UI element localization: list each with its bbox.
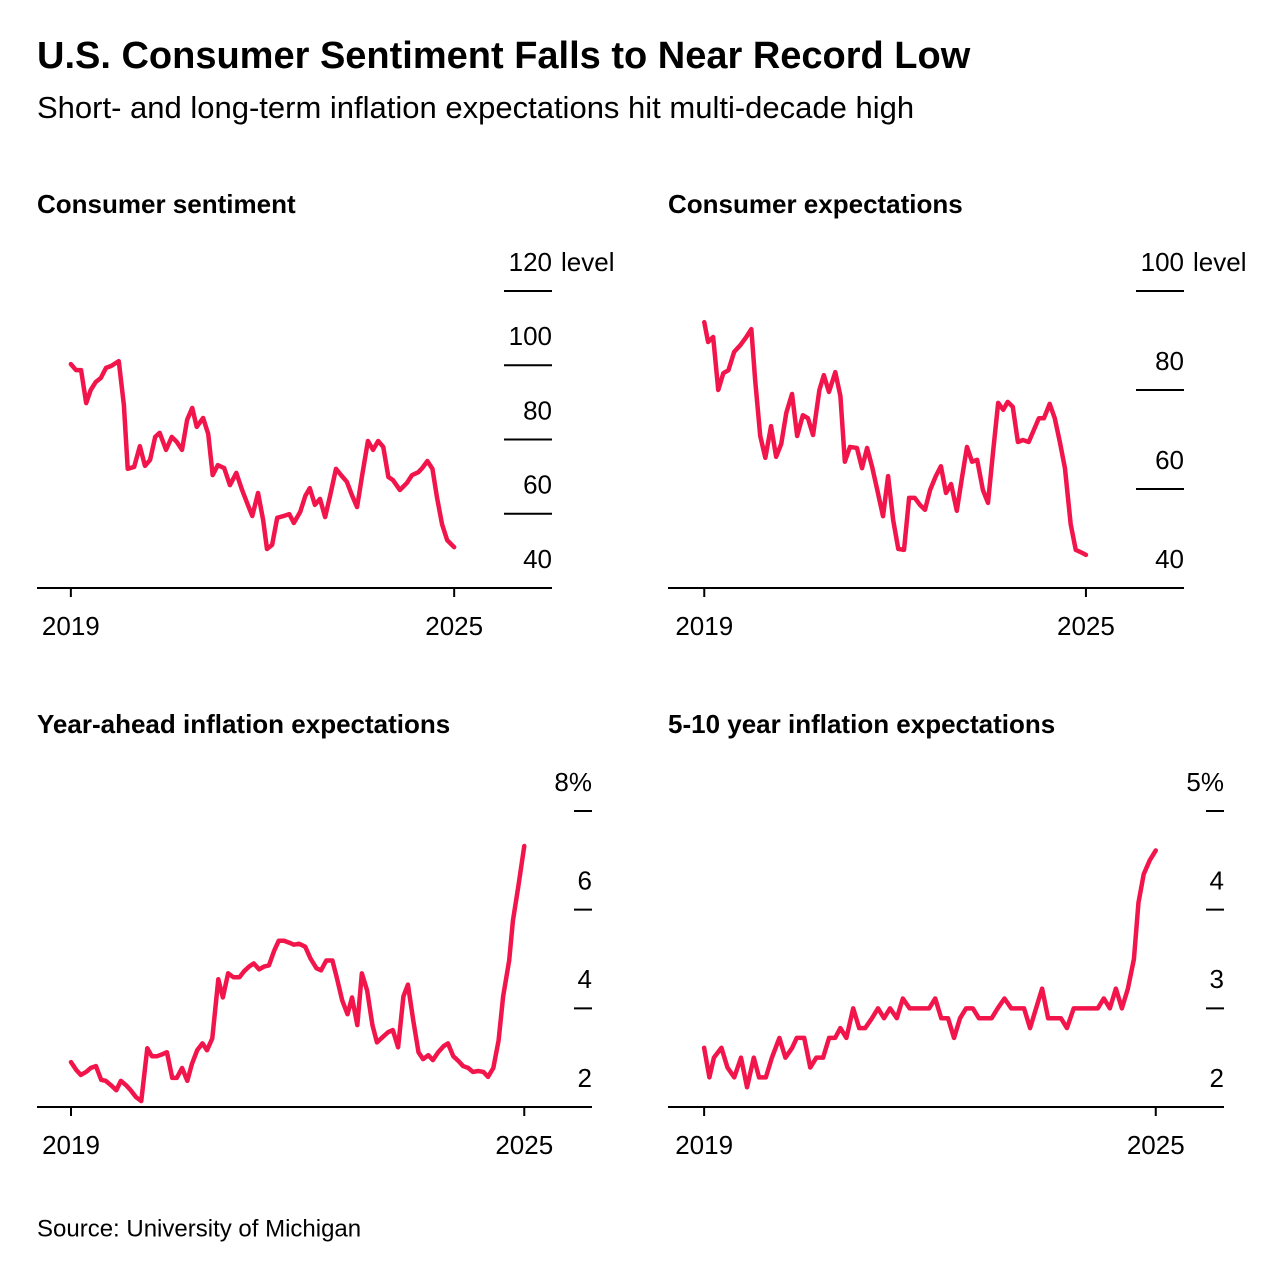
y-tick-label: 2: [578, 1063, 592, 1093]
chart-title: 5-10 year inflation expectations: [668, 709, 1055, 739]
y-tick-label: 4: [578, 964, 592, 994]
page-subtitle: Short- and long-term inflation expectati…: [37, 90, 914, 125]
y-tick-label: 60: [1155, 445, 1184, 475]
x-tick-label: 2019: [675, 611, 733, 641]
y-tick-label: 8%: [554, 767, 592, 797]
y-tick-label: 120: [509, 247, 552, 277]
y-tick-label: 40: [523, 544, 552, 574]
y-tick-label: 2: [1210, 1063, 1224, 1093]
y-tick-label: 100: [1141, 247, 1184, 277]
x-tick-label: 2019: [42, 1130, 100, 1160]
chart-title: Consumer expectations: [668, 189, 963, 219]
y-tick-label: 6: [578, 866, 592, 896]
data-line: [68, 843, 527, 1104]
chart-title: Consumer sentiment: [37, 189, 296, 219]
data-line: [68, 358, 457, 552]
y-tick-label: 3: [1210, 964, 1224, 994]
chart-title: Year-ahead inflation expectations: [37, 709, 450, 739]
x-tick-label: 2025: [1057, 611, 1115, 641]
source: Source: University of Michigan: [37, 1215, 361, 1242]
y-unit: level: [561, 247, 614, 277]
x-tick-label: 2025: [425, 611, 483, 641]
y-tick-label: 80: [1155, 346, 1184, 376]
y-tick-label: 80: [523, 395, 552, 425]
page-title: U.S. Consumer Sentiment Falls to Near Re…: [37, 35, 971, 77]
x-tick-label: 2019: [42, 611, 100, 641]
data-line: [701, 848, 1159, 1090]
y-tick-label: 100: [509, 321, 552, 351]
y-tick-label: 4: [1210, 866, 1224, 896]
data-line: [702, 319, 1089, 558]
y-tick-label: 40: [1155, 544, 1184, 574]
x-tick-label: 2025: [1127, 1130, 1185, 1160]
y-tick-label: 60: [523, 470, 552, 500]
y-unit: level: [1193, 247, 1246, 277]
x-tick-label: 2019: [675, 1130, 733, 1160]
y-tick-label: 5%: [1186, 767, 1224, 797]
x-tick-label: 2025: [495, 1130, 553, 1160]
